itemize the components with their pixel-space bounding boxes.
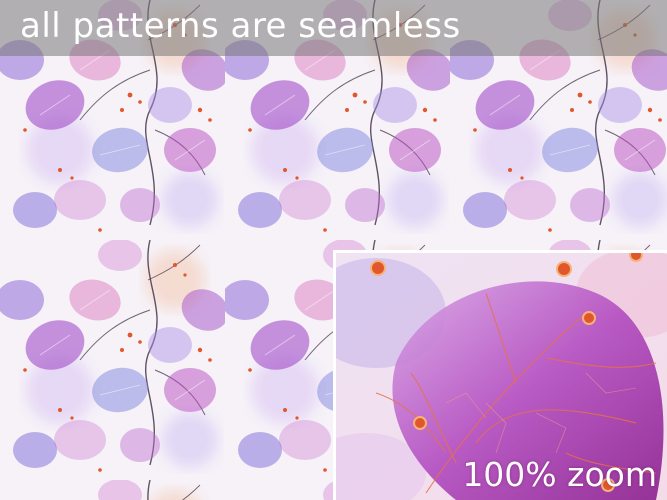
caption-banner: all patterns are seamless (0, 0, 667, 56)
banner-caption: all patterns are seamless (20, 6, 461, 46)
zoom-level-label: 100% zoom (462, 455, 657, 494)
zoom-inset: 100% zoom (333, 250, 667, 500)
zoomed-leaf-detail (336, 253, 667, 500)
